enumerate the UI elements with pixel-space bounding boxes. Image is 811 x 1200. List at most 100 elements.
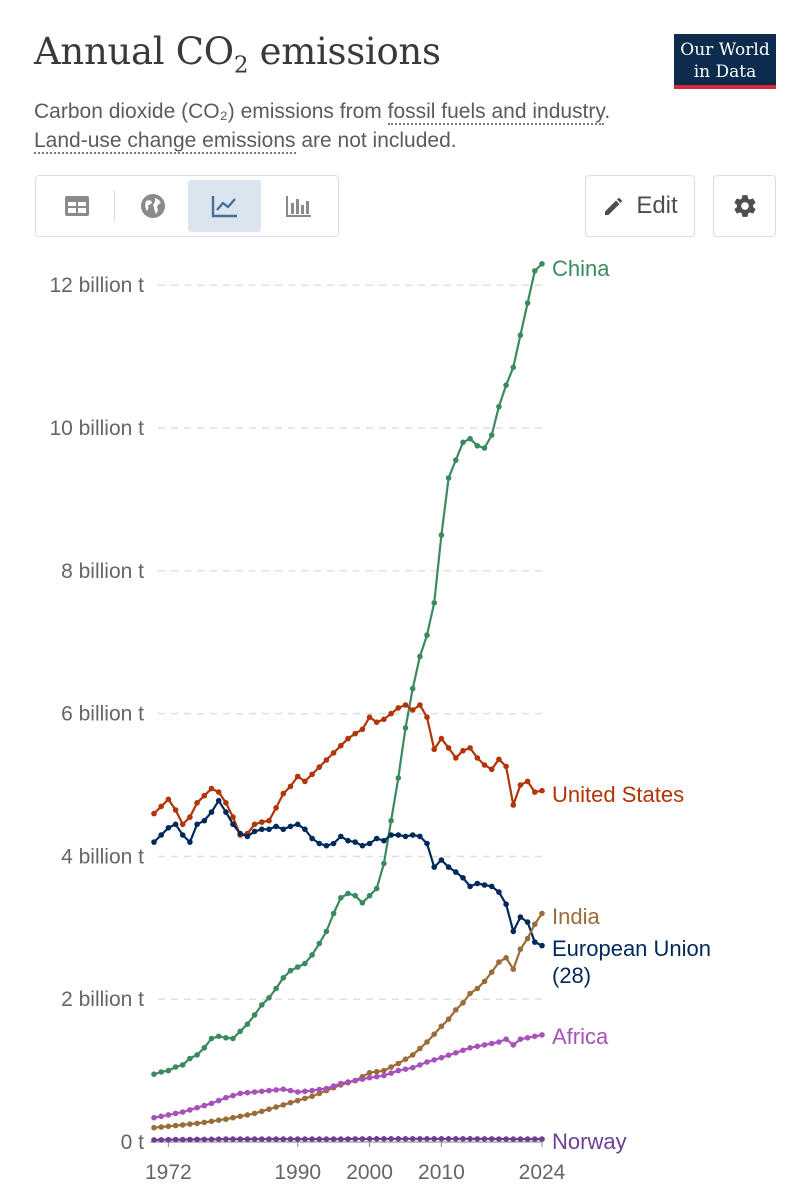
data-point-china[interactable] xyxy=(417,653,423,660)
data-point-africa[interactable] xyxy=(424,1059,430,1065)
data-point-united-states[interactable] xyxy=(488,766,495,773)
data-point-united-states[interactable] xyxy=(381,716,387,723)
data-point-norway[interactable] xyxy=(165,1136,172,1143)
data-point-european-union-28[interactable] xyxy=(496,889,502,895)
data-point-european-union-28[interactable] xyxy=(194,821,200,828)
data-point-norway[interactable] xyxy=(201,1136,208,1143)
data-point-european-union-28[interactable] xyxy=(309,835,315,842)
data-point-united-states[interactable] xyxy=(338,742,344,749)
data-point-european-union-28[interactable] xyxy=(352,839,359,845)
data-point-china[interactable] xyxy=(259,1002,265,1008)
data-point-china[interactable] xyxy=(273,985,279,992)
series-label-africa[interactable]: Africa xyxy=(552,1024,609,1049)
series-line-united-states[interactable] xyxy=(153,703,543,837)
data-point-africa[interactable] xyxy=(438,1054,445,1061)
data-point-india[interactable] xyxy=(373,1068,380,1075)
data-point-india[interactable] xyxy=(294,1097,301,1104)
data-point-africa[interactable] xyxy=(201,1102,208,1109)
data-point-european-union-28[interactable] xyxy=(251,828,258,835)
series-line-european-union-28[interactable] xyxy=(153,799,543,947)
data-point-china[interactable] xyxy=(244,1021,251,1027)
data-point-european-union-28[interactable] xyxy=(259,826,265,833)
data-point-china[interactable] xyxy=(230,1035,236,1042)
data-point-european-union-28[interactable] xyxy=(460,875,466,881)
data-point-india[interactable] xyxy=(388,1064,394,1070)
data-point-india[interactable] xyxy=(187,1121,193,1127)
data-point-european-union-28[interactable] xyxy=(417,833,423,840)
data-point-norway[interactable] xyxy=(215,1136,222,1142)
data-point-india[interactable] xyxy=(510,966,517,972)
data-point-european-union-28[interactable] xyxy=(230,821,236,828)
data-point-norway[interactable] xyxy=(330,1136,337,1142)
data-point-united-states[interactable] xyxy=(230,814,236,820)
data-point-africa[interactable] xyxy=(503,1036,509,1042)
data-point-africa[interactable] xyxy=(352,1077,359,1084)
data-point-china[interactable] xyxy=(453,457,459,463)
data-point-china[interactable] xyxy=(294,964,301,970)
data-point-united-states[interactable] xyxy=(165,796,172,803)
land-use-link[interactable]: Land-use change emissions xyxy=(34,129,296,154)
data-point-africa[interactable] xyxy=(158,1113,164,1120)
data-point-european-union-28[interactable] xyxy=(208,809,215,815)
data-point-china[interactable] xyxy=(460,439,466,446)
data-point-norway[interactable] xyxy=(151,1137,157,1143)
data-point-united-states[interactable] xyxy=(517,782,524,788)
data-point-norway[interactable] xyxy=(496,1136,502,1142)
data-point-africa[interactable] xyxy=(194,1104,200,1111)
data-point-european-union-28[interactable] xyxy=(453,869,459,875)
data-point-china[interactable] xyxy=(388,817,394,824)
data-point-africa[interactable] xyxy=(460,1047,466,1054)
data-point-norway[interactable] xyxy=(259,1136,265,1142)
data-point-china[interactable] xyxy=(409,685,416,692)
data-point-china[interactable] xyxy=(158,1069,164,1075)
data-point-africa[interactable] xyxy=(316,1086,323,1093)
data-point-africa[interactable] xyxy=(187,1107,193,1113)
data-point-china[interactable] xyxy=(395,775,402,781)
data-point-india[interactable] xyxy=(409,1052,416,1058)
data-point-european-union-28[interactable] xyxy=(179,832,186,838)
data-point-india[interactable] xyxy=(488,969,495,975)
data-point-china[interactable] xyxy=(366,892,373,899)
data-point-united-states[interactable] xyxy=(208,785,215,792)
data-point-united-states[interactable] xyxy=(359,726,366,733)
data-point-china[interactable] xyxy=(309,952,315,958)
data-point-norway[interactable] xyxy=(409,1136,416,1142)
data-point-china[interactable] xyxy=(381,860,387,867)
data-point-european-union-28[interactable] xyxy=(187,839,193,845)
data-point-china[interactable] xyxy=(223,1035,229,1041)
data-point-africa[interactable] xyxy=(330,1083,337,1089)
data-point-africa[interactable] xyxy=(539,1032,545,1038)
data-point-india[interactable] xyxy=(460,1000,466,1006)
data-point-norway[interactable] xyxy=(438,1136,445,1142)
data-point-china[interactable] xyxy=(208,1035,215,1042)
data-point-norway[interactable] xyxy=(309,1136,315,1142)
data-point-norway[interactable] xyxy=(294,1136,301,1142)
data-point-norway[interactable] xyxy=(510,1136,517,1142)
data-point-africa[interactable] xyxy=(366,1074,373,1081)
data-point-africa[interactable] xyxy=(481,1042,488,1048)
data-point-united-states[interactable] xyxy=(417,702,423,708)
data-point-norway[interactable] xyxy=(237,1136,243,1142)
data-point-africa[interactable] xyxy=(273,1087,279,1093)
data-point-european-union-28[interactable] xyxy=(373,835,380,842)
data-point-norway[interactable] xyxy=(352,1136,359,1142)
data-point-european-union-28[interactable] xyxy=(474,880,481,887)
data-point-norway[interactable] xyxy=(381,1136,387,1142)
data-point-united-states[interactable] xyxy=(251,821,258,828)
data-point-india[interactable] xyxy=(395,1060,402,1067)
data-point-india[interactable] xyxy=(230,1114,236,1121)
data-point-india[interactable] xyxy=(524,935,531,942)
data-point-africa[interactable] xyxy=(165,1112,172,1118)
data-point-africa[interactable] xyxy=(453,1050,459,1056)
data-point-china[interactable] xyxy=(165,1067,172,1074)
data-point-india[interactable] xyxy=(273,1104,279,1110)
data-point-united-states[interactable] xyxy=(409,707,416,713)
data-point-africa[interactable] xyxy=(237,1090,243,1097)
data-point-china[interactable] xyxy=(151,1071,157,1077)
data-point-china[interactable] xyxy=(194,1052,200,1058)
data-point-india[interactable] xyxy=(532,921,538,927)
data-point-united-states[interactable] xyxy=(445,745,452,751)
data-point-india[interactable] xyxy=(215,1117,222,1123)
data-point-norway[interactable] xyxy=(244,1136,251,1142)
bar-view-button[interactable] xyxy=(262,180,335,232)
